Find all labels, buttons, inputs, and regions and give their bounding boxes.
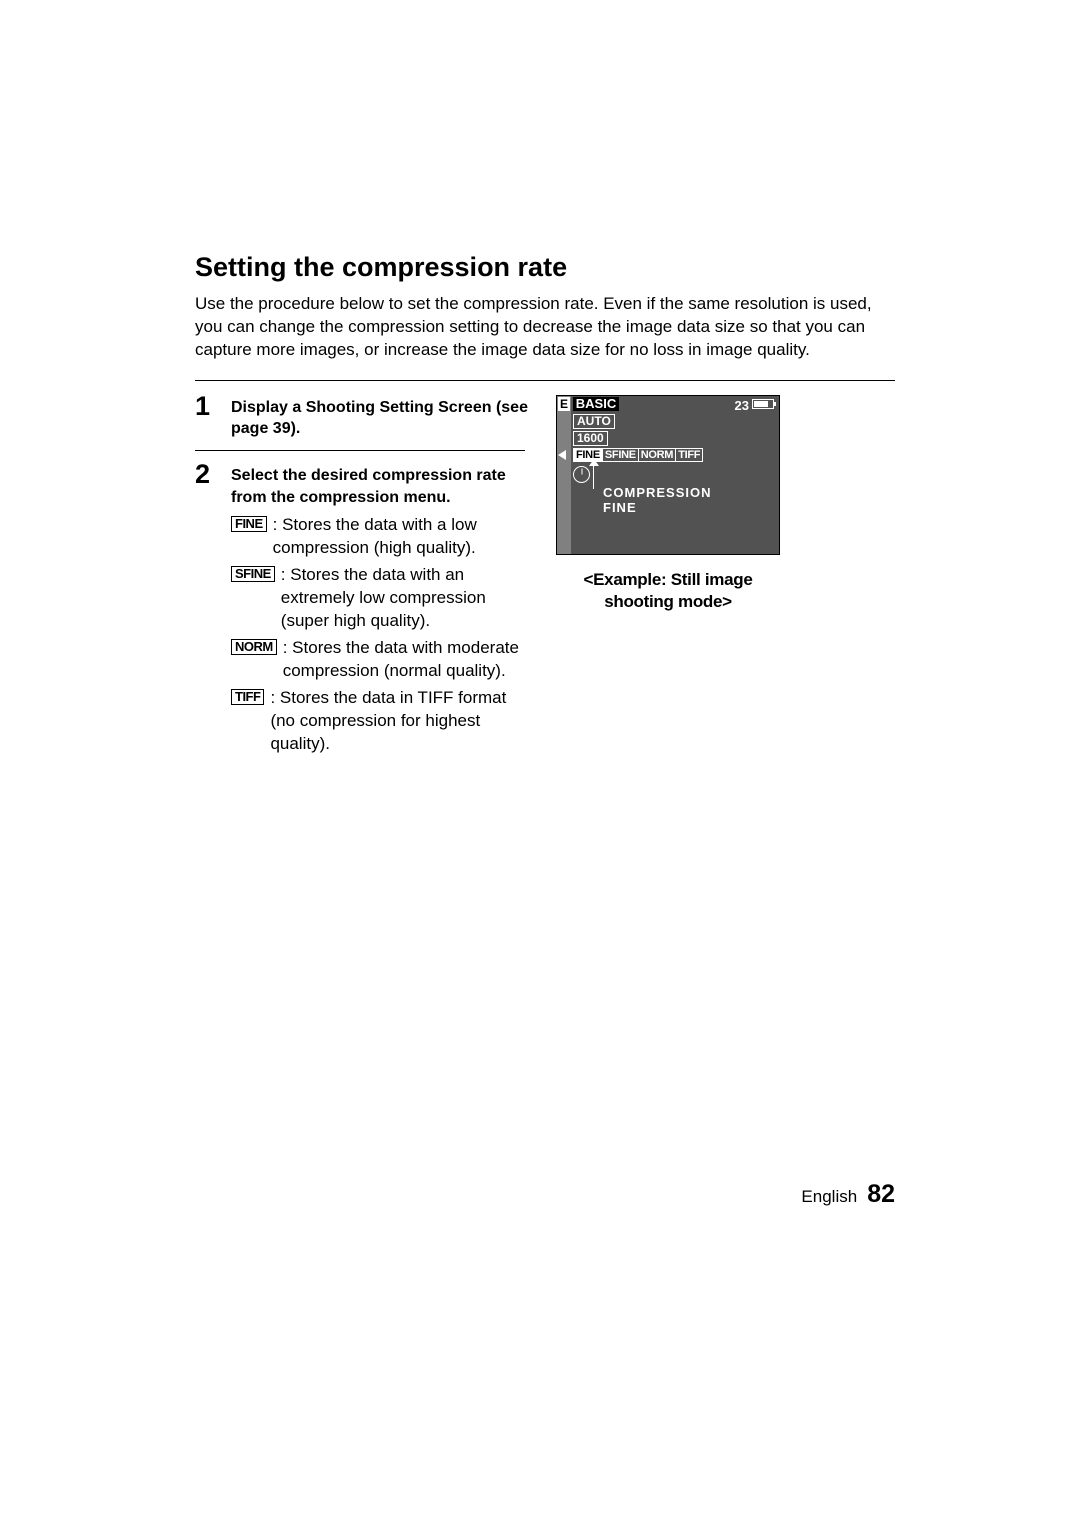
step-1: 1 Display a Shooting Setting Screen (see…: [195, 391, 530, 440]
pointer-icon: [593, 465, 594, 489]
lcd-caption-line1: COMPRESSION: [603, 485, 712, 500]
wb-auto-pill: AUTO: [573, 414, 615, 429]
option-tag: FINE: [231, 516, 267, 532]
step-number: 2: [195, 459, 217, 508]
options-list: FINE Stores the data with a low compress…: [231, 514, 530, 755]
step-text: Select the desired compression rate from…: [231, 459, 530, 508]
option-tag: SFINE: [231, 566, 275, 582]
page-heading: Setting the compression rate: [195, 252, 895, 283]
option-description: Stores the data with an extremely low co…: [281, 564, 530, 633]
lcd-caption: COMPRESSION FINE: [603, 486, 712, 516]
option-description: Stores the data with moderate compressio…: [283, 637, 530, 683]
camera-lcd-illustration: E BASIC 23 AUTO 1600 FINE SFINE NORM TIF…: [556, 395, 780, 555]
steps-column: 1 Display a Shooting Setting Screen (see…: [195, 391, 530, 760]
lcd-side-strip: E: [557, 396, 571, 554]
option-fine: FINE Stores the data with a low compress…: [231, 514, 530, 560]
selftimer-icon: [573, 466, 590, 483]
option-norm: NORM Stores the data with moderate compr…: [231, 637, 530, 683]
option-tag: TIFF: [231, 689, 264, 705]
lcd-title: BASIC: [573, 397, 619, 411]
camera-column: E BASIC 23 AUTO 1600 FINE SFINE NORM TIF…: [556, 391, 895, 760]
resolution-pill: 1600: [573, 431, 608, 446]
compression-option-sfine: SFINE: [603, 448, 639, 462]
compression-option-tiff: TIFF: [676, 448, 703, 462]
battery-fill: [754, 401, 768, 407]
steps-container: 1 Display a Shooting Setting Screen (see…: [195, 391, 895, 760]
step-2: 2 Select the desired compression rate fr…: [195, 459, 530, 508]
option-tiff: TIFF Stores the data in TIFF format (no …: [231, 687, 530, 756]
intro-paragraph: Use the procedure below to set the compr…: [195, 293, 895, 362]
option-description: Stores the data with a low compression (…: [273, 514, 530, 560]
footer-page-number: 82: [867, 1180, 895, 1209]
divider: [195, 380, 895, 381]
shots-remaining: 23: [735, 398, 749, 413]
footer-language: English: [801, 1187, 857, 1207]
step-text: Display a Shooting Setting Screen (see p…: [231, 391, 530, 440]
example-caption: <Example: Still image shooting mode>: [556, 569, 780, 613]
step-divider: [195, 450, 525, 451]
option-tag: NORM: [231, 639, 277, 655]
option-description: Stores the data in TIFF format (no compr…: [270, 687, 530, 756]
arrow-left-icon: [558, 450, 566, 460]
lcd-caption-line2: FINE: [603, 500, 637, 515]
mode-box: E: [558, 397, 570, 411]
page-footer: English 82: [801, 1180, 895, 1209]
compression-option-norm: NORM: [639, 448, 676, 462]
option-sfine: SFINE Stores the data with an extremely …: [231, 564, 530, 633]
step-number: 1: [195, 391, 217, 440]
document-page: Setting the compression rate Use the pro…: [195, 252, 895, 760]
battery-icon: [752, 399, 774, 409]
